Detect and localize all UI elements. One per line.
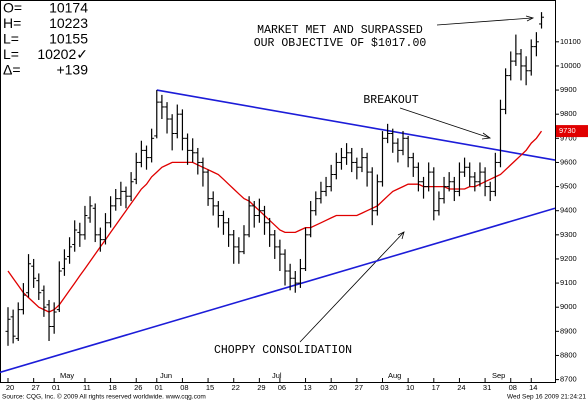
plot-frame <box>0 0 556 383</box>
y-tick-label: 9400 <box>560 206 577 215</box>
y-tick-label: 9800 <box>560 109 577 118</box>
annotation: CHOPPY CONSOLIDATION <box>214 344 352 357</box>
arrowhead <box>481 132 492 140</box>
x-tick-label: 20 <box>329 383 337 392</box>
quote-label: O= <box>3 0 22 16</box>
price-box <box>556 125 588 138</box>
x-tick-label: 24 <box>457 383 465 392</box>
month-label: Jul <box>272 371 282 380</box>
y-tick-label: 8700 <box>560 375 577 384</box>
quote-label: L= <box>3 46 19 62</box>
arrow <box>399 107 491 139</box>
annotation: BREAKOUT <box>363 94 418 107</box>
quote-background <box>1 1 93 79</box>
x-tick-label: 10 <box>406 383 414 392</box>
x-tick-label: 18 <box>108 383 116 392</box>
x-tick-label: 08 <box>180 383 188 392</box>
x-tick-label: 26 <box>134 383 142 392</box>
source-note: Source: CQG, Inc. © 2009 All rights rese… <box>2 393 206 401</box>
quote-value: 10223 <box>49 15 88 31</box>
x-tick-label: 17 <box>432 383 440 392</box>
y-tick-label: 10000 <box>560 61 581 70</box>
x-tick-label: 27 <box>355 383 363 392</box>
timestamp: Wed Sep 16 2009 21:24:21 <box>507 394 586 401</box>
arrowhead <box>525 15 535 22</box>
quote-value: +139 <box>56 62 88 78</box>
price-box-label: 9730 <box>559 126 576 135</box>
quote-value: 10174 <box>49 0 88 16</box>
quote-label: L= <box>3 31 19 47</box>
annotation: MARKET MET AND SURPASSED <box>257 24 423 37</box>
y-tick-label: 9900 <box>560 85 577 94</box>
x-tick-label: 22 <box>232 383 240 392</box>
x-tick-label: 01 <box>155 383 163 392</box>
quote-box: O= 10174 H= 10223 L= 10155 L= 10202✓ Δ= +139 <box>1 0 93 79</box>
x-tick-label: 27 <box>31 383 39 392</box>
x-tick-label: 08 <box>509 383 517 392</box>
y-tick-label: 9700 <box>560 133 577 142</box>
y-tick-label: 10100 <box>560 37 581 46</box>
quote-label: H= <box>3 15 21 31</box>
month-label: Aug <box>388 371 401 380</box>
x-tick-label: 29 <box>257 383 265 392</box>
quote-label: Δ= <box>3 62 21 78</box>
x-tick-label: 14 <box>529 383 537 392</box>
arrow <box>299 231 405 343</box>
x-tick-label: 20 <box>6 383 14 392</box>
x-tick-label: 06 <box>278 383 286 392</box>
y-tick-label: 9100 <box>560 278 577 287</box>
x-tick-label: 13 <box>303 383 311 392</box>
arrow <box>436 17 533 26</box>
quote-value: 10155 <box>49 31 88 47</box>
annotation: OUR OBJECTIVE OF $1017.00 <box>254 37 427 50</box>
quote-value: 10202✓ <box>37 46 88 62</box>
arrowhead <box>397 231 405 240</box>
month-label: Sep <box>492 371 505 380</box>
x-tick-label: 31 <box>483 383 491 392</box>
x-tick-label: 15 <box>206 383 214 392</box>
y-tick-label: 9300 <box>560 230 577 239</box>
y-tick-label: 9600 <box>560 157 577 166</box>
month-label: May <box>60 371 74 380</box>
x-tick-label: 03 <box>380 383 388 392</box>
x-tick-label: 01 <box>52 383 60 392</box>
y-tick-label: 9200 <box>560 254 577 263</box>
annotation-arrows <box>299 15 535 343</box>
trendline <box>0 207 556 374</box>
trendline <box>156 89 556 161</box>
y-tick-label: 9000 <box>560 302 577 311</box>
y-tick-label: 8900 <box>560 326 577 335</box>
moving-average <box>7 130 543 313</box>
x-tick-label: 11 <box>83 383 91 392</box>
month-label: Jun <box>160 371 172 380</box>
y-tick-label: 8800 <box>560 350 577 359</box>
y-tick-label: 9500 <box>560 182 577 191</box>
